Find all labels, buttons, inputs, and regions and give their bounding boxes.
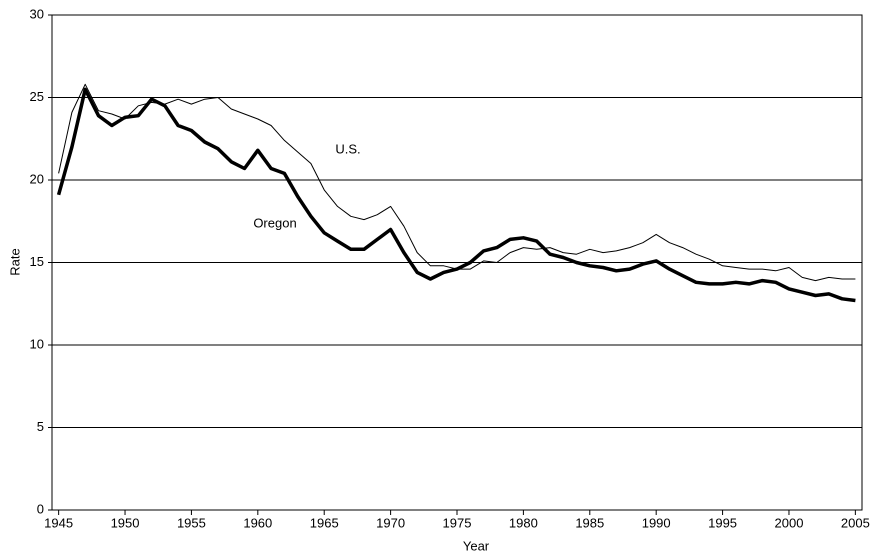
y-tick-label: 10 — [30, 336, 44, 351]
x-tick-label: 1975 — [443, 515, 472, 530]
x-tick-label: 2000 — [775, 515, 804, 530]
x-tick-label: 1970 — [376, 515, 405, 530]
y-tick-label: 30 — [30, 6, 44, 21]
x-tick-label: 1955 — [177, 515, 206, 530]
x-tick-label: 1960 — [243, 515, 272, 530]
series-label: U.S. — [335, 141, 360, 156]
x-tick-label: 1945 — [44, 515, 73, 530]
x-axis-label: Year — [463, 538, 490, 553]
x-tick-label: 1965 — [310, 515, 339, 530]
y-axis-label: Rate — [7, 248, 22, 275]
x-tick-label: 1950 — [111, 515, 140, 530]
x-tick-label: 1990 — [642, 515, 671, 530]
x-tick-label: 1980 — [509, 515, 538, 530]
series-label: Oregon — [253, 215, 296, 230]
y-tick-label: 0 — [37, 501, 44, 516]
y-tick-label: 20 — [30, 171, 44, 186]
y-tick-label: 15 — [30, 254, 44, 269]
x-tick-label: 1995 — [708, 515, 737, 530]
y-tick-label: 25 — [30, 89, 44, 104]
line-1 — [58, 83, 856, 282]
x-tick-label: 2005 — [841, 515, 870, 530]
x-tick-label: 1985 — [575, 515, 604, 530]
y-tick-label: 5 — [37, 419, 44, 434]
